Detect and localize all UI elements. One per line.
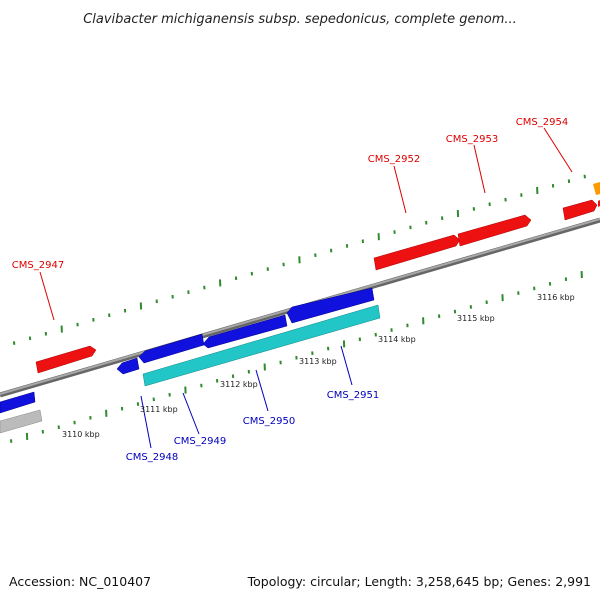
label-cms-2952[interactable]: CMS_2952 bbox=[368, 154, 420, 165]
label-cms-2947[interactable]: CMS_2947 bbox=[12, 260, 64, 271]
genome-summary-text: Topology: circular; Length: 3,258,645 bp… bbox=[247, 574, 591, 589]
label-cms-2954[interactable]: CMS_2954 bbox=[516, 117, 568, 128]
scale-label-3114: 3114 kbp bbox=[378, 335, 416, 344]
map-title: Clavibacter michiganensis subsp. sepedon… bbox=[83, 12, 517, 27]
gene-cms-2952[interactable] bbox=[373, 234, 461, 271]
scale-label-3112: 3112 kbp bbox=[220, 380, 258, 389]
forward-tick-track bbox=[13, 174, 586, 345]
scale-label-3113: 3113 kbp bbox=[299, 357, 337, 366]
gene-cms-2954[interactable] bbox=[562, 199, 598, 221]
label-cms-2948[interactable]: CMS_2948 bbox=[126, 452, 178, 463]
scale-label-3115: 3115 kbp bbox=[457, 314, 495, 323]
scale-label-3110: 3110 kbp bbox=[62, 430, 100, 439]
label-cms-2950[interactable]: CMS_2950 bbox=[243, 416, 295, 427]
label-cms-2953[interactable]: CMS_2953 bbox=[446, 134, 498, 145]
reverse-tick-track bbox=[10, 271, 583, 443]
gene-cms-2950[interactable] bbox=[202, 314, 288, 349]
reverse-gene-labels: CMS_2948 CMS_2949 CMS_2950 CMS_2951 bbox=[126, 345, 379, 463]
label-cms-2949[interactable]: CMS_2949 bbox=[174, 436, 226, 447]
gene-cms-2949[interactable] bbox=[138, 333, 205, 364]
forward-genes bbox=[35, 182, 600, 374]
forward-gene-labels: CMS_2947 CMS_2952 CMS_2953 CMS_2954 bbox=[12, 117, 573, 321]
gene-grey-left-edge[interactable] bbox=[0, 409, 43, 434]
gene-cms-2948[interactable] bbox=[116, 357, 140, 375]
gene-cms-2951-blue[interactable] bbox=[286, 287, 375, 324]
scale-labels: 3110 kbp 3111 kbp 3112 kbp 3113 kbp 3114… bbox=[62, 293, 575, 439]
accession-text: Accession: NC_010407 bbox=[9, 574, 151, 589]
scale-label-3111: 3111 kbp bbox=[140, 405, 178, 414]
gene-cms-2947[interactable] bbox=[35, 345, 97, 374]
gene-cms-2953[interactable] bbox=[457, 214, 532, 247]
reverse-genes bbox=[0, 287, 381, 434]
gene-cms-2951[interactable] bbox=[142, 304, 381, 387]
scale-label-3116: 3116 kbp bbox=[537, 293, 575, 302]
gene-blue-left-edge[interactable] bbox=[0, 391, 36, 414]
gene-orange-right[interactable] bbox=[593, 182, 600, 195]
label-cms-2951[interactable]: CMS_2951 bbox=[327, 390, 379, 401]
